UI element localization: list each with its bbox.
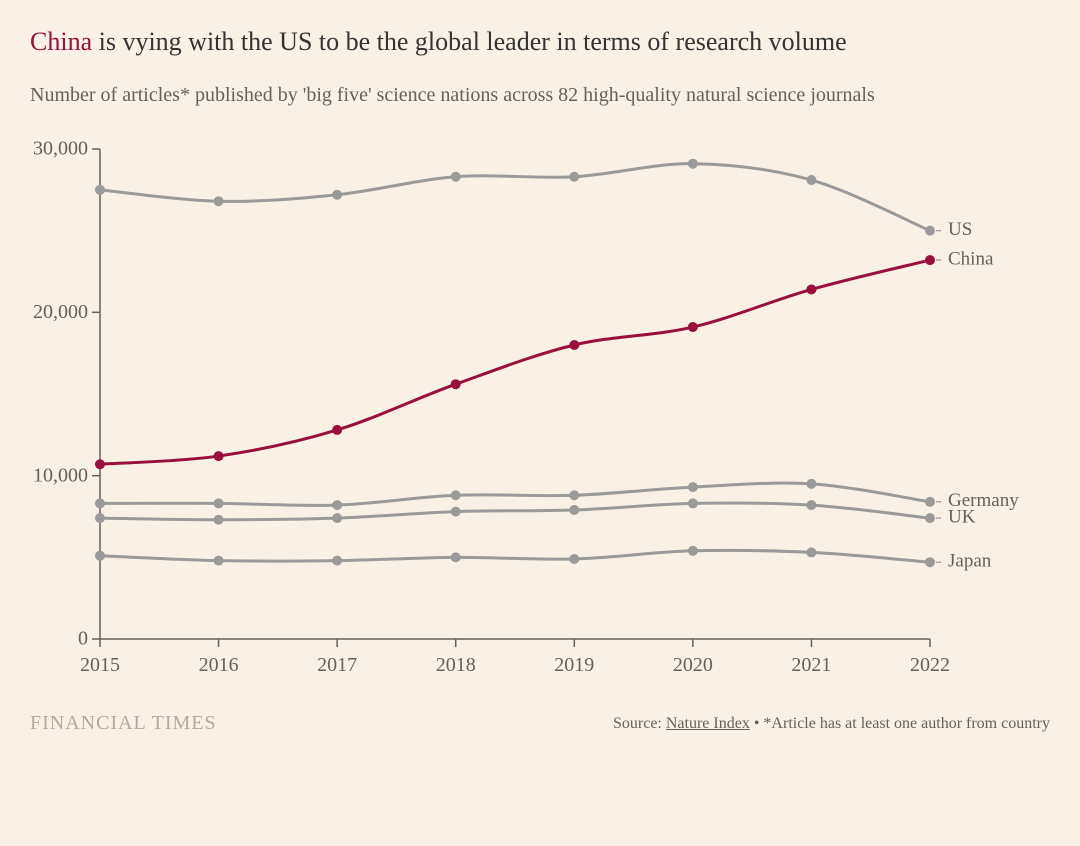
series-marker-china (688, 322, 698, 332)
series-marker-china (332, 425, 342, 435)
series-marker-germany (925, 497, 935, 507)
x-tick-label: 2018 (436, 654, 476, 676)
series-marker-japan (806, 548, 816, 558)
series-line-japan (100, 550, 930, 562)
chart-title: China is vying with the US to be the glo… (30, 24, 1050, 59)
source-note: Source: Nature Index • *Article has at l… (613, 715, 1050, 733)
chart-area: 0 10,000 20,000 30,000 2015 2016 2017 2018 2019 2… (30, 139, 1050, 694)
title-rest: is vying with the US to be the global le… (92, 27, 847, 56)
series-label-china: China (948, 249, 994, 270)
series-marker-japan (688, 546, 698, 556)
series-marker-china (806, 285, 816, 295)
series-marker-uk (688, 499, 698, 509)
series-marker-us (806, 175, 816, 185)
series-line-germany (100, 483, 930, 505)
y-tick-label: 0 (78, 628, 88, 650)
series-marker-china (95, 459, 105, 469)
series-marker-uk (451, 507, 461, 517)
source-prefix: Source: (613, 715, 666, 732)
series-marker-germany (95, 499, 105, 509)
series-label-japan: Japan (948, 551, 992, 572)
brand-wordmark: FINANCIAL TIMES (30, 712, 217, 735)
series-line-us (100, 164, 930, 231)
series-marker-uk (332, 513, 342, 523)
series-marker-us (332, 190, 342, 200)
x-tick-label: 2021 (791, 654, 831, 676)
series-marker-us (214, 196, 224, 206)
x-tick-label: 2020 (673, 654, 713, 676)
series-marker-uk (806, 500, 816, 510)
series-label-uk: UK (948, 507, 976, 528)
x-tick-label: 2022 (910, 654, 950, 676)
series-marker-us (925, 226, 935, 236)
series-marker-china (451, 379, 461, 389)
chart-card: China is vying with the US to be the glo… (0, 0, 1080, 846)
series-line-china (100, 260, 930, 464)
series-marker-uk (569, 505, 579, 515)
x-tick-label: 2019 (554, 654, 594, 676)
series-marker-germany (451, 490, 461, 500)
series-marker-japan (925, 557, 935, 567)
series-marker-uk (925, 513, 935, 523)
series-marker-germany (688, 482, 698, 492)
series-marker-germany (806, 479, 816, 489)
x-tick-label: 2017 (317, 654, 357, 676)
series-marker-japan (332, 556, 342, 566)
x-tick-label: 2015 (80, 654, 120, 676)
y-tick-label: 30,000 (33, 139, 88, 160)
series-marker-uk (95, 513, 105, 523)
series-marker-germany (214, 499, 224, 509)
series-marker-us (95, 185, 105, 195)
series-marker-japan (95, 551, 105, 561)
chart-subtitle: Number of articles* published by 'big fi… (30, 81, 1050, 109)
series-marker-japan (569, 554, 579, 564)
y-tick-label: 10,000 (33, 464, 88, 486)
y-tick-label: 20,000 (33, 301, 88, 323)
line-chart-svg: 0 10,000 20,000 30,000 2015 2016 2017 2018 2019 2… (30, 139, 1050, 694)
source-link[interactable]: Nature Index (666, 715, 750, 732)
series-marker-japan (214, 556, 224, 566)
series-marker-japan (451, 552, 461, 562)
series-marker-china (214, 451, 224, 461)
series-marker-uk (214, 515, 224, 525)
series-marker-us (451, 172, 461, 182)
title-highlight: China (30, 27, 92, 56)
series-marker-germany (332, 500, 342, 510)
chart-footer: FINANCIAL TIMES Source: Nature Index • *… (30, 712, 1050, 735)
series-marker-us (569, 172, 579, 182)
series-label-us: US (948, 219, 972, 240)
series-marker-germany (569, 490, 579, 500)
x-tick-label: 2016 (199, 654, 239, 676)
series-line-uk (100, 503, 930, 520)
series-marker-china (569, 340, 579, 350)
series-marker-us (688, 159, 698, 169)
source-suffix: • *Article has at least one author from … (750, 715, 1050, 732)
series-marker-china (925, 255, 935, 265)
